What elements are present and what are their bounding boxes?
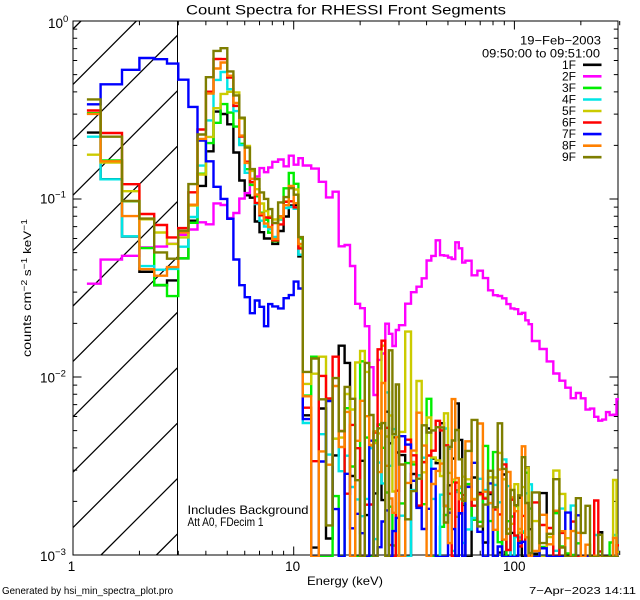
svg-text:7−Apr−2023 14:11: 7−Apr−2023 14:11 — [529, 585, 636, 597]
svg-text:5F: 5F — [562, 104, 576, 118]
svg-text:1: 1 — [68, 559, 76, 574]
svg-text:1F: 1F — [562, 58, 576, 72]
svg-text:Energy (keV): Energy (keV) — [307, 574, 383, 588]
svg-text:6F: 6F — [562, 116, 576, 130]
svg-text:counts cm−2 s−1 keV−1: counts cm−2 s−1 keV−1 — [19, 219, 34, 357]
svg-text:19−Feb−2003: 19−Feb−2003 — [520, 34, 601, 48]
svg-text:09:50:00 to 09:51:00: 09:50:00 to 09:51:00 — [482, 47, 600, 61]
svg-text:Count Spectra for RHESSI Front: Count Spectra for RHESSI Front Segments — [186, 3, 506, 18]
svg-text:8F: 8F — [562, 139, 576, 153]
svg-text:3F: 3F — [562, 81, 576, 95]
svg-text:4F: 4F — [562, 93, 576, 107]
svg-text:Att A0, FDecim 1: Att A0, FDecim 1 — [188, 515, 264, 529]
svg-text:Generated by hsi_min_spectra_p: Generated by hsi_min_spectra_plot.pro — [2, 585, 173, 597]
svg-text:2F: 2F — [562, 69, 576, 83]
svg-text:9F: 9F — [562, 150, 576, 164]
svg-text:100: 100 — [503, 559, 526, 574]
svg-text:7F: 7F — [562, 127, 576, 141]
svg-text:Includes Background: Includes Background — [188, 503, 309, 517]
svg-text:10: 10 — [285, 559, 300, 574]
